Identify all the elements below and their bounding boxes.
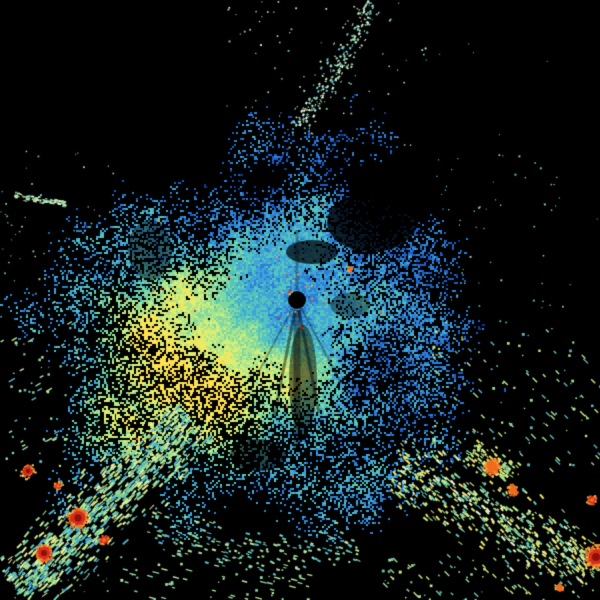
radar-display bbox=[0, 0, 600, 600]
radar-reflectivity-canvas bbox=[0, 0, 600, 600]
